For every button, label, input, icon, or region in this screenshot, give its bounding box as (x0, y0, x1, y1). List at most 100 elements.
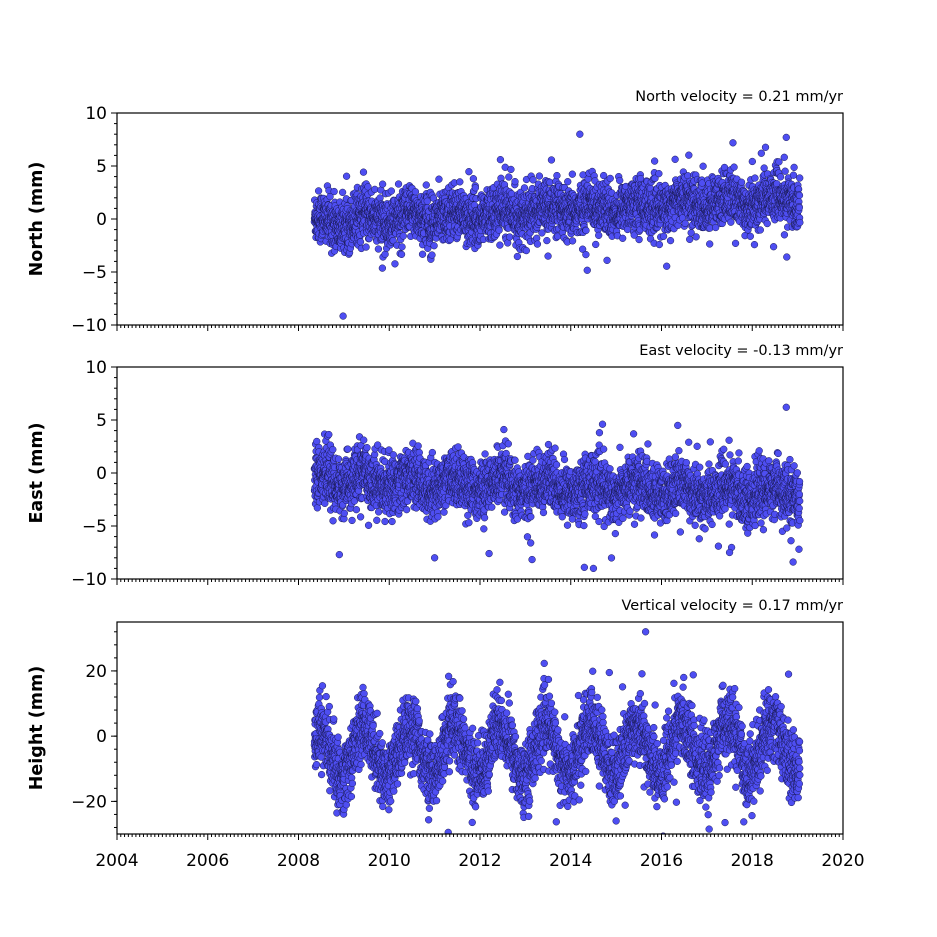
north-point (505, 173, 513, 181)
north-point (603, 256, 611, 264)
north-point (314, 187, 323, 195)
north-point (650, 157, 659, 165)
north-point (533, 240, 542, 248)
north-point (568, 170, 576, 178)
north-point (595, 231, 603, 240)
north-point (635, 235, 643, 244)
north-point (775, 158, 783, 166)
north-point (790, 163, 798, 172)
east-points (310, 403, 804, 573)
north-ytick-label: 5 (96, 157, 107, 177)
north-point (795, 203, 803, 212)
north-title: North velocity = 0.21 mm/yr (635, 89, 843, 105)
north-point (513, 252, 522, 261)
east-point (381, 517, 389, 526)
north-point (399, 232, 407, 240)
north-point (789, 171, 798, 179)
north-point (364, 183, 372, 191)
north-point (495, 226, 503, 234)
north-point (737, 178, 746, 186)
north-point (568, 237, 577, 245)
north-point (339, 312, 347, 320)
north-point (751, 174, 759, 182)
north-point (666, 236, 675, 245)
north-point (761, 143, 770, 151)
north-point (547, 156, 556, 164)
north-point (506, 233, 514, 241)
north-point (394, 180, 403, 188)
north-point (659, 232, 668, 240)
north-point (356, 238, 365, 246)
north-point (671, 155, 679, 163)
north-point (731, 239, 740, 248)
north-point (796, 218, 804, 227)
north-point (376, 194, 384, 202)
north-point (456, 178, 464, 186)
north-point (729, 139, 737, 147)
north-point (655, 170, 663, 178)
north-point (538, 229, 546, 237)
north-point (326, 192, 334, 201)
north-point (435, 175, 443, 183)
north-ytick-label: 0 (96, 210, 107, 230)
north-ytick-label: −5 (82, 263, 107, 283)
north-point (564, 178, 572, 186)
east-point (334, 455, 343, 463)
north-point (374, 245, 383, 253)
north-point (544, 252, 552, 260)
north-point (423, 197, 431, 205)
north-ytick-label: 10 (85, 104, 107, 124)
north-point (471, 184, 480, 192)
north-point (606, 174, 614, 183)
north-ytick-label: −10 (71, 316, 107, 336)
north-point (342, 172, 351, 180)
north-point (783, 253, 791, 261)
north-point (430, 242, 438, 250)
north-point (750, 240, 759, 249)
north-point (727, 218, 735, 226)
north-point (756, 226, 764, 234)
north-point (782, 133, 790, 142)
north-point (720, 163, 729, 172)
north-point (686, 235, 694, 244)
east-point (373, 516, 381, 524)
east-point (364, 521, 373, 529)
north-point (469, 175, 478, 183)
north-point (582, 226, 590, 235)
north-point (428, 251, 436, 259)
north-point (757, 149, 765, 157)
north-point (496, 241, 504, 249)
north-point (411, 188, 420, 196)
north-point (543, 236, 551, 245)
north-point (692, 233, 700, 241)
north-point (465, 168, 473, 176)
north-point (418, 250, 427, 258)
north-point (706, 240, 714, 248)
north-point (520, 184, 529, 192)
north-point (582, 250, 590, 259)
north-point (553, 171, 561, 180)
north-point (583, 266, 591, 274)
north-point (496, 155, 505, 164)
east-point (414, 442, 422, 450)
north-point (371, 185, 379, 194)
north-point (780, 153, 788, 161)
north-point (685, 151, 693, 159)
north-point (378, 264, 387, 272)
north-point (730, 163, 738, 171)
east-point (402, 506, 411, 514)
east-point (329, 517, 337, 525)
north-point (781, 167, 789, 175)
east-point (375, 508, 383, 516)
east-point (360, 436, 368, 444)
north-point (655, 240, 664, 249)
east-point (340, 509, 348, 517)
north-point (546, 178, 554, 186)
north-point (381, 250, 389, 258)
north-point (616, 176, 624, 185)
east-point (325, 430, 333, 439)
north-point (398, 243, 406, 251)
